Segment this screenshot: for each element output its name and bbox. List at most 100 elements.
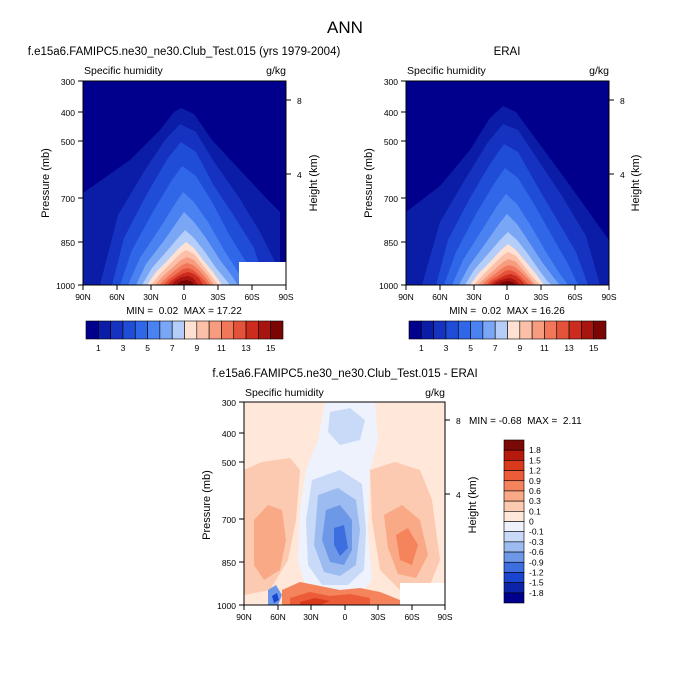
panel-diff-left-label: Specific humidity — [245, 387, 325, 399]
diff-negative-region — [328, 408, 365, 445]
colorbar-swatch — [196, 320, 210, 340]
x-axis: 90N 60N 30N 0 30S 60S 90S — [398, 285, 617, 302]
x-tick-label: 30N — [143, 292, 159, 302]
colorbar-label: 9 — [517, 343, 522, 353]
x-tick-label: 60S — [404, 612, 419, 622]
colorbar-label: 1.5 — [529, 455, 541, 465]
y-tick-label: 850 — [384, 238, 398, 248]
x-tick-label: 60N — [109, 292, 125, 302]
colorbar-swatch — [503, 551, 525, 563]
colorbar-swatch — [503, 449, 525, 461]
y-axis-label: Pressure (mb) — [40, 148, 52, 218]
y-tick-label: 1000 — [217, 601, 236, 611]
height-tick-label: 8 — [620, 96, 625, 106]
colorbar-vertical: 1.81.51.20.90.60.30.10-0.1-0.3-0.6-0.9-1… — [503, 439, 544, 604]
colorbar-swatch — [503, 541, 525, 553]
colorbar-swatch — [503, 521, 525, 532]
y-tick-label: 300 — [61, 77, 75, 87]
colorbar: 1 3 5 7 9 11 13 15 — [85, 320, 284, 353]
colorbar-label: -1.8 — [529, 588, 544, 598]
y-tick-label: 700 — [61, 194, 75, 204]
colorbar-swatch — [568, 320, 582, 340]
x-tick-label: 30S — [533, 292, 548, 302]
colorbar-label: 5 — [145, 343, 150, 353]
colorbar-label: 0.9 — [529, 476, 541, 486]
colorbar-swatch — [470, 320, 484, 340]
colorbar-label: 11 — [540, 343, 549, 353]
y-tick-label: 500 — [384, 137, 398, 147]
contour-level-15 — [498, 281, 516, 285]
x-axis: 90N 60N 30N 0 30S 60S 90S — [75, 285, 294, 302]
colorbar-swatch — [159, 320, 173, 340]
x-tick-label: 30S — [210, 292, 225, 302]
colorbar-swatch — [171, 320, 185, 340]
colorbar-swatch — [408, 320, 422, 340]
colorbar-label: 3 — [121, 343, 126, 353]
y-axis-height: 8 4 Height (km) — [286, 96, 320, 211]
diff-positive-region — [254, 505, 286, 580]
panel-model: f.e15a6.FAMIPC5.ne30_ne30.Club_Test.015 … — [28, 46, 341, 353]
colorbar-swatch — [503, 490, 525, 502]
colorbar-swatch — [110, 320, 124, 340]
y-axis-label: Pressure (mb) — [201, 470, 213, 540]
colorbar-swatch — [457, 320, 471, 340]
y-axis-height: 8 4 Height (km) — [609, 96, 642, 211]
colorbar-label: 15 — [266, 343, 276, 353]
colorbar-label: -1.2 — [529, 567, 544, 577]
colorbar-swatch — [503, 511, 525, 522]
colorbar-swatch — [221, 320, 235, 340]
colorbar-label: 1 — [96, 343, 101, 353]
colorbar: 1 3 5 7 9 11 13 15 — [408, 320, 607, 353]
colorbar-swatch — [556, 320, 570, 340]
colorbar-swatch — [544, 320, 558, 340]
y-axis-right-label: Height (km) — [630, 155, 642, 212]
colorbar-swatch — [233, 320, 247, 340]
colorbar-swatch — [503, 439, 525, 451]
y-tick-label: 400 — [61, 108, 75, 118]
colorbar-label: -1.5 — [529, 578, 544, 588]
colorbar-swatch — [503, 480, 525, 492]
y-tick-label: 700 — [222, 515, 236, 525]
height-tick-label: 4 — [297, 170, 302, 180]
x-tick-label: 0 — [182, 292, 187, 302]
colorbar-label: 11 — [217, 343, 226, 353]
colorbar-label: -0.6 — [529, 547, 544, 557]
colorbar-label: 0.1 — [529, 506, 541, 516]
colorbar-label: 7 — [493, 343, 498, 353]
colorbar-swatch — [593, 320, 607, 340]
x-tick-label: 60S — [244, 292, 259, 302]
colorbar-label: 1 — [419, 343, 424, 353]
panel-model-plot — [83, 81, 286, 285]
x-tick-label: 90N — [236, 612, 252, 622]
x-tick-label: 60S — [567, 292, 582, 302]
missing-data-mask — [239, 262, 286, 285]
x-tick-label: 30N — [303, 612, 319, 622]
colorbar-swatch — [270, 320, 284, 340]
colorbar-swatch — [581, 320, 594, 340]
panel-model-left-label: Specific humidity — [84, 65, 164, 77]
min-max-stats: MIN = -0.68 MAX = 2.11 — [469, 416, 582, 427]
y-tick-label: 850 — [61, 238, 75, 248]
colorbar-label: 9 — [194, 343, 199, 353]
x-tick-label: 90N — [75, 292, 91, 302]
colorbar-swatch — [433, 320, 447, 340]
height-tick-label: 4 — [456, 490, 461, 500]
y-tick-label: 850 — [222, 558, 236, 568]
panel-diff-right-label: g/kg — [425, 387, 445, 399]
colorbar-swatch — [122, 320, 136, 340]
colorbar-swatch — [147, 320, 161, 340]
colorbar-label: 15 — [589, 343, 599, 353]
y-tick-label: 1000 — [379, 281, 398, 291]
colorbar-swatch — [503, 582, 525, 594]
colorbar-label: -0.3 — [529, 537, 544, 547]
diff-negative-region — [334, 525, 348, 556]
x-tick-label: 60N — [432, 292, 448, 302]
panel-model-right-label: g/kg — [266, 65, 286, 77]
x-tick-label: 90S — [437, 612, 452, 622]
colorbar-label: -0.9 — [529, 557, 544, 567]
y-axis-right-label: Height (km) — [467, 477, 479, 534]
colorbar-swatch — [184, 320, 198, 340]
colorbar-label: -0.1 — [529, 527, 544, 537]
colorbar-swatch — [482, 320, 496, 340]
